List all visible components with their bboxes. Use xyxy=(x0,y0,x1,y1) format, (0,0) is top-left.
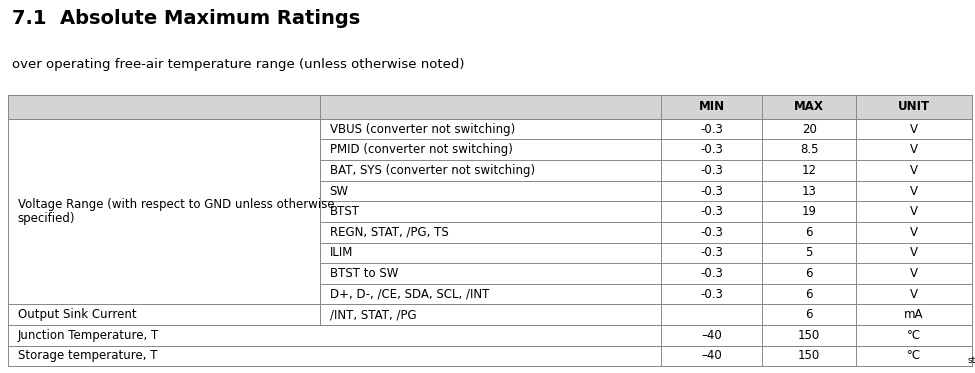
Bar xyxy=(320,181,661,201)
Text: BTST to SW: BTST to SW xyxy=(330,267,398,280)
Bar xyxy=(8,304,972,325)
Bar xyxy=(762,160,856,181)
Bar xyxy=(320,119,661,140)
Bar xyxy=(320,140,661,160)
Text: 19: 19 xyxy=(801,205,817,218)
Text: Junction Temperature, T: Junction Temperature, T xyxy=(18,329,159,342)
Bar xyxy=(762,181,856,201)
Text: REGN, STAT, /PG, TS: REGN, STAT, /PG, TS xyxy=(330,226,448,239)
Bar xyxy=(762,222,856,242)
Bar xyxy=(762,140,856,160)
Bar xyxy=(762,263,856,284)
Text: UNIT: UNIT xyxy=(898,100,930,113)
Text: -0.3: -0.3 xyxy=(700,185,723,198)
Bar xyxy=(856,201,972,222)
Text: 5: 5 xyxy=(805,247,813,259)
Text: stg: stg xyxy=(967,356,975,365)
Bar xyxy=(661,119,762,140)
Text: MAX: MAX xyxy=(795,100,824,113)
Bar xyxy=(661,201,762,222)
Bar xyxy=(856,284,972,304)
Bar xyxy=(762,242,856,263)
Text: V: V xyxy=(910,247,918,259)
Bar xyxy=(661,140,762,160)
Text: over operating free-air temperature range (unless otherwise noted): over operating free-air temperature rang… xyxy=(12,58,464,71)
Bar xyxy=(856,119,972,140)
Text: °C: °C xyxy=(907,350,921,363)
Text: MIN: MIN xyxy=(699,100,724,113)
Text: -0.3: -0.3 xyxy=(700,288,723,301)
Text: 150: 150 xyxy=(799,329,820,342)
Text: -0.3: -0.3 xyxy=(700,267,723,280)
Bar xyxy=(661,181,762,201)
Text: V: V xyxy=(910,205,918,218)
Bar xyxy=(762,119,856,140)
Text: 6: 6 xyxy=(805,267,813,280)
Text: -0.3: -0.3 xyxy=(700,226,723,239)
Text: V: V xyxy=(910,288,918,301)
Text: -0.3: -0.3 xyxy=(700,205,723,218)
Bar xyxy=(762,201,856,222)
Bar xyxy=(661,160,762,181)
Text: V: V xyxy=(910,164,918,177)
Text: -0.3: -0.3 xyxy=(700,247,723,259)
Text: -0.3: -0.3 xyxy=(700,143,723,156)
Text: 6: 6 xyxy=(805,226,813,239)
Text: Storage temperature, T: Storage temperature, T xyxy=(18,350,157,363)
Bar xyxy=(661,242,762,263)
Text: V: V xyxy=(910,143,918,156)
Text: 7.1  Absolute Maximum Ratings: 7.1 Absolute Maximum Ratings xyxy=(12,9,360,28)
Bar xyxy=(661,222,762,242)
Text: –40: –40 xyxy=(701,329,722,342)
Text: BTST: BTST xyxy=(330,205,360,218)
Bar xyxy=(856,242,972,263)
Bar xyxy=(8,119,320,304)
Text: 12: 12 xyxy=(801,164,817,177)
Bar xyxy=(856,181,972,201)
Text: 6: 6 xyxy=(805,308,813,321)
Text: V: V xyxy=(910,185,918,198)
Bar xyxy=(320,201,661,222)
Text: °C: °C xyxy=(907,329,921,342)
Text: V: V xyxy=(910,226,918,239)
Text: 6: 6 xyxy=(805,288,813,301)
Bar xyxy=(762,284,856,304)
Text: PMID (converter not switching): PMID (converter not switching) xyxy=(330,143,513,156)
Bar xyxy=(661,263,762,284)
Text: Output Sink Current: Output Sink Current xyxy=(18,308,136,321)
Text: –40: –40 xyxy=(701,350,722,363)
Text: /INT, STAT, /PG: /INT, STAT, /PG xyxy=(330,308,416,321)
Text: ILIM: ILIM xyxy=(330,247,353,259)
Bar xyxy=(320,160,661,181)
Text: Voltage Range (with respect to GND unless otherwise: Voltage Range (with respect to GND unles… xyxy=(18,198,334,211)
Bar xyxy=(856,222,972,242)
Text: 8.5: 8.5 xyxy=(800,143,818,156)
Text: VBUS (converter not switching): VBUS (converter not switching) xyxy=(330,123,515,136)
Text: 13: 13 xyxy=(801,185,817,198)
Text: V: V xyxy=(910,123,918,136)
Text: 150: 150 xyxy=(799,350,820,363)
Bar xyxy=(320,242,661,263)
Text: -0.3: -0.3 xyxy=(700,164,723,177)
Text: BAT, SYS (converter not switching): BAT, SYS (converter not switching) xyxy=(330,164,534,177)
Bar xyxy=(8,346,972,366)
Text: -0.3: -0.3 xyxy=(700,123,723,136)
Bar xyxy=(8,325,972,346)
Text: mA: mA xyxy=(905,308,924,321)
Bar xyxy=(856,160,972,181)
Text: 20: 20 xyxy=(801,123,817,136)
Text: D+, D-, /CE, SDA, SCL, /INT: D+, D-, /CE, SDA, SCL, /INT xyxy=(330,288,488,301)
Text: specified): specified) xyxy=(18,212,75,225)
Bar xyxy=(856,263,972,284)
Text: V: V xyxy=(910,267,918,280)
Bar xyxy=(320,222,661,242)
Bar xyxy=(320,284,661,304)
Bar xyxy=(320,263,661,284)
Text: SW: SW xyxy=(330,185,348,198)
Bar xyxy=(856,140,972,160)
Bar xyxy=(8,95,972,119)
Bar xyxy=(661,284,762,304)
